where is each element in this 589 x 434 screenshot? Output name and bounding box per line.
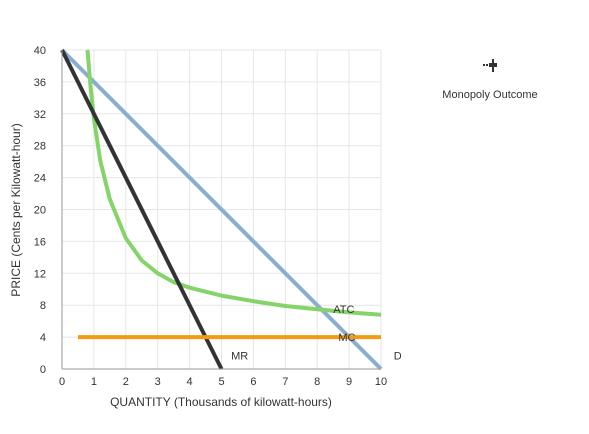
series-d-line xyxy=(60,48,383,371)
x-tick-label: 2 xyxy=(123,376,129,388)
x-tick-label: 9 xyxy=(346,376,352,388)
y-tick-label: 16 xyxy=(34,236,46,248)
y-tick-label: 36 xyxy=(34,77,46,89)
y-tick-label: 20 xyxy=(34,205,46,217)
y-tick-label: 40 xyxy=(34,45,46,57)
y-tick-label: 32 xyxy=(34,109,46,121)
x-tick-label: 10 xyxy=(375,376,387,388)
series-label-mc: MC xyxy=(338,332,355,344)
x-tick-label: 1 xyxy=(91,376,97,388)
x-tick-label: 7 xyxy=(282,376,288,388)
series-layer xyxy=(60,48,383,371)
y-tick-label: 24 xyxy=(34,173,46,185)
series-label-mr: MR xyxy=(231,350,248,362)
x-axis-title: QUANTITY (Thousands of kilowatt-hours) xyxy=(110,395,332,409)
x-tick-label: 5 xyxy=(218,376,224,388)
x-tick-label: 6 xyxy=(250,376,256,388)
x-tick-label: 0 xyxy=(59,376,65,388)
x-tick-label: 3 xyxy=(155,376,161,388)
monopoly-outcome-tool[interactable]: Monopoly Outcome xyxy=(420,58,560,101)
y-tick-label: 4 xyxy=(40,332,46,344)
y-tick-label: 8 xyxy=(40,300,46,312)
y-tick-label: 28 xyxy=(34,141,46,153)
y-tick-label: 12 xyxy=(34,268,46,280)
y-axis-title: PRICE (Cents per Kilowatt-hour) xyxy=(9,123,23,296)
monopoly-outcome-label: Monopoly Outcome xyxy=(442,89,538,101)
curve-labels: D MR MC ATC xyxy=(231,304,402,363)
series-label-atc: ATC xyxy=(333,304,354,316)
x-tick-label: 8 xyxy=(314,376,320,388)
x-tick-label: 4 xyxy=(187,376,193,388)
axes xyxy=(61,50,381,370)
monopoly-outcome-icon[interactable] xyxy=(482,58,498,79)
series-mr-line xyxy=(60,49,224,370)
series-label-d: D xyxy=(394,350,402,362)
series-atc-line xyxy=(85,49,382,317)
y-tick-label: 0 xyxy=(40,364,46,376)
